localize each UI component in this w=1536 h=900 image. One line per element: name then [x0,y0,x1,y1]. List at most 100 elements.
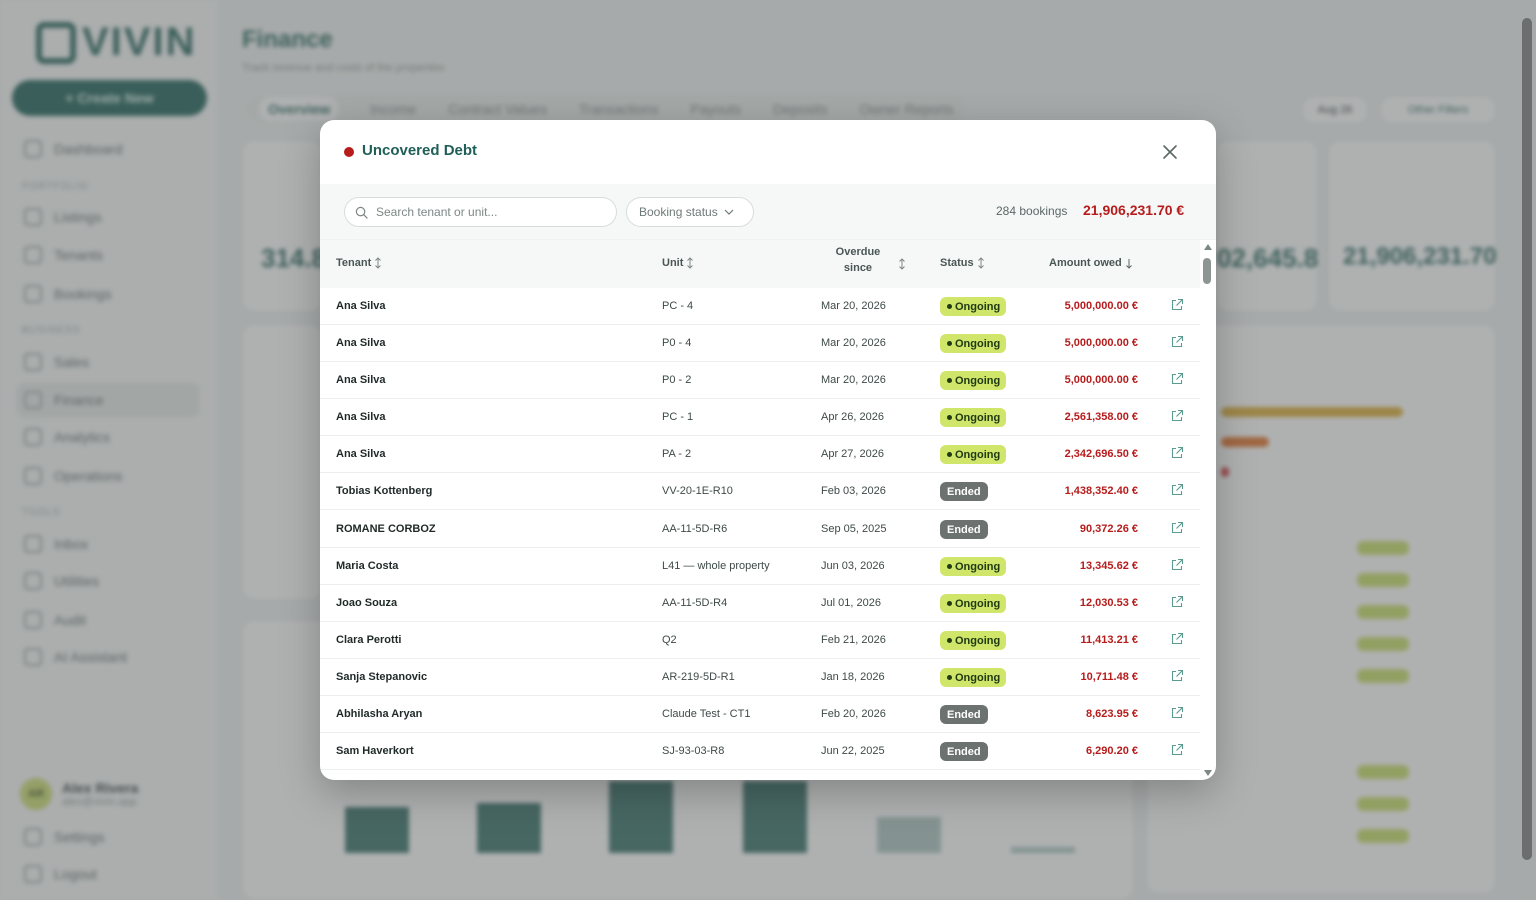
status-badge: Ongoing [940,557,1007,576]
status-label: Ongoing [955,634,1001,647]
column-label: Overdue [835,246,881,258]
cell-unit: Q2 [662,634,677,646]
table-row[interactable]: Abhilasha Aryan Claude Test - CT1 Feb 20, … [320,696,1200,733]
status-dot-icon [947,415,952,420]
status-badge: Ongoing [940,445,1007,464]
external-link-icon[interactable] [1170,372,1184,386]
uncovered-debt-modal: Uncovered Debt Booking status 284 bookin… [320,120,1216,780]
status-badge: Ongoing [940,408,1007,427]
cell-amount-owed: 13,345.62 € [1079,560,1138,572]
table-row[interactable]: Maria Costa L41 — whole property Jun 03, 2… [320,548,1200,585]
column-header-unit[interactable]: Unit [662,257,694,269]
cell-unit: AA-11-5D-R6 [662,523,728,535]
scroll-up-arrow-icon[interactable] [1204,244,1212,250]
status-label: Ongoing [955,560,1001,573]
cell-amount-owed: 1,438,352.40 € [1064,485,1138,497]
modal-scrollbar[interactable] [1202,244,1212,776]
status-badge: Ongoing [940,668,1007,687]
status-badge: Ended [940,705,988,724]
sort-icon [977,257,984,269]
status-dot-icon [947,675,952,680]
scroll-down-arrow-icon[interactable] [1204,770,1212,776]
cell-amount-owed: 5,000,000.00 € [1064,374,1138,386]
external-link-icon[interactable] [1170,335,1184,349]
bookings-count: 284 bookings [996,204,1068,218]
cell-tenant: ROMANE CORBOZ [336,523,436,535]
cell-overdue-since: Jul 01, 2026 [821,597,881,609]
column-label: Tenant [336,257,372,269]
external-link-icon[interactable] [1170,706,1184,720]
table-row[interactable]: Sanja Stepanovic AR-219-5D-R1 Jan 18, 2026… [320,659,1200,696]
page-scrollbar[interactable] [1522,18,1532,860]
status-badge: Ongoing [940,334,1007,353]
cell-tenant: Clara Perotti [336,634,402,646]
external-link-icon[interactable] [1170,558,1184,572]
search-box[interactable] [344,197,617,227]
external-link-icon[interactable] [1170,669,1184,683]
status-badge: Ongoing [940,297,1007,316]
chevron-down-icon [724,209,734,215]
status-label: Ongoing [955,300,1001,313]
column-header-status[interactable]: Status [940,257,985,269]
table-row[interactable]: Ana Silva PC - 1 Apr 26, 2026 Ongoing 2,561,… [320,399,1200,436]
status-badge: Ended [940,742,988,761]
external-link-icon[interactable] [1170,632,1184,646]
cell-tenant: Ana Silva [336,374,386,386]
table-row[interactable]: Joao Souza AA-11-5D-R4 Jul 01, 2026 Ongoing… [320,585,1200,622]
cell-overdue-since: Apr 26, 2026 [821,411,884,423]
cell-overdue-since: Jun 03, 2026 [821,560,885,572]
cell-overdue-since: Jun 22, 2025 [821,745,885,757]
external-link-icon[interactable] [1170,521,1184,535]
scroll-thumb[interactable] [1203,258,1211,284]
table-row[interactable]: Clara Perotti Q2 Feb 21, 2026 Ongoing 11,413… [320,622,1200,659]
cell-overdue-since: Jan 18, 2026 [821,671,885,683]
modal-title: Uncovered Debt [362,142,478,159]
search-input[interactable] [376,205,596,219]
cell-overdue-since: Apr 27, 2026 [821,448,884,460]
status-badge: Ongoing [940,371,1007,390]
cell-overdue-since: Sep 05, 2025 [821,523,887,535]
column-label: Unit [662,257,684,269]
cell-unit: Claude Test - CT1 [662,708,751,720]
external-link-icon[interactable] [1170,595,1184,609]
external-link-icon[interactable] [1170,409,1184,423]
cell-tenant: Sam Haverkort [336,745,414,757]
cell-amount-owed: 2,342,696.50 € [1064,448,1138,460]
table-row[interactable]: Sam Haverkort SJ-93-03-R8 Jun 22, 2025 Ende… [320,733,1200,770]
cell-tenant: Tobias Kottenberg [336,485,433,497]
sort-icon[interactable] [898,258,906,270]
cell-tenant: Maria Costa [336,560,399,572]
column-label: since [843,262,873,274]
booking-status-dropdown[interactable]: Booking status [626,197,754,227]
table-row[interactable]: ROMANE CORBOZ AA-11-5D-R6 Sep 05, 2025 Ende… [320,511,1200,548]
table-row[interactable]: Ana Silva P0 - 4 Mar 20, 2026 Ongoing 5,000,… [320,325,1200,362]
table-row[interactable]: Ana Silva PC - 4 Mar 20, 2026 Ongoing 5,000,… [320,288,1200,325]
status-badge: Ended [940,482,988,501]
cell-tenant: Ana Silva [336,337,386,349]
cell-unit: PC - 1 [662,411,694,423]
external-link-icon[interactable] [1170,446,1184,460]
cell-unit: VV-20-1E-R10 [662,485,733,497]
table-row[interactable]: Ana Silva P0 - 2 Mar 20, 2026 Ongoing 5,000,… [320,362,1200,399]
column-header-tenant[interactable]: Tenant [336,257,382,269]
table-row[interactable]: Tobias Kottenberg VV-20-1E-R10 Feb 03, 202… [320,473,1200,510]
debt-indicator-dot [344,147,354,157]
cell-unit: P0 - 2 [662,374,692,386]
cell-overdue-since: Mar 20, 2026 [821,300,886,312]
booking-status-label: Booking status [639,205,718,219]
external-link-icon[interactable] [1170,743,1184,757]
column-header-overdue-since[interactable]: Overdue since [820,246,896,274]
cell-amount-owed: 2,561,358.00 € [1064,411,1138,423]
cell-amount-owed: 5,000,000.00 € [1064,337,1138,349]
cell-amount-owed: 8,623.95 € [1086,708,1138,720]
column-header-amount-owed[interactable]: Amount owed [1049,257,1133,269]
column-label: Amount owed [1049,257,1122,269]
external-link-icon[interactable] [1170,298,1184,312]
status-badge: Ongoing [940,594,1007,613]
external-link-icon[interactable] [1170,483,1184,497]
close-icon[interactable] [1160,142,1180,162]
search-icon [355,206,368,219]
cell-unit: PC - 4 [662,300,694,312]
table-row[interactable]: Ana Silva PA - 2 Apr 27, 2026 Ongoing 2,342,… [320,436,1200,473]
cell-tenant: Ana Silva [336,448,386,460]
